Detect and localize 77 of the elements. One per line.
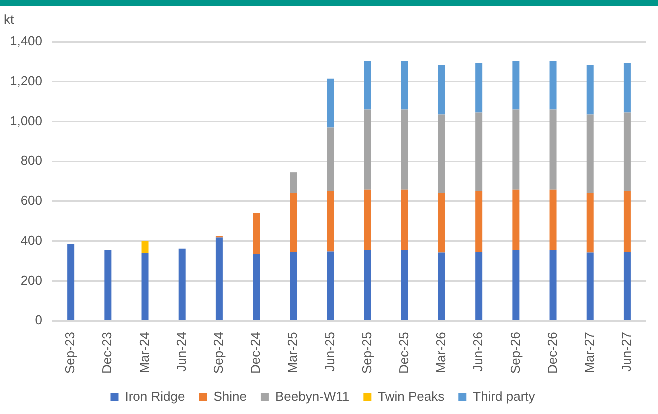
x-tick-label: Mar-26 [434,332,449,374]
bar [327,192,334,252]
bar [401,110,408,190]
x-tick-label: Mar-25 [285,332,300,374]
bar [550,110,557,190]
bar [512,190,520,250]
bar [624,252,631,320]
bar [253,254,260,320]
x-tick-label: Jun-27 [619,332,634,372]
y-tick-label: 200 [20,272,43,288]
bar [512,110,520,190]
x-tick-label: Sep-25 [359,332,374,374]
bar [550,190,557,250]
bar [142,241,149,254]
bar [216,238,223,320]
bar [401,60,408,110]
bar [624,64,631,113]
x-tick-label: Jun-25 [322,332,338,372]
x-tick-label: Jun-26 [470,332,486,372]
bar [512,60,520,110]
bar [364,250,372,320]
y-tick-label: 600 [20,193,43,208]
bar [586,114,594,194]
y-tick-label: 800 [20,153,43,168]
bar [327,128,334,192]
legend-label: Third party [473,389,536,404]
x-tick-label: Mar-27 [582,332,597,374]
bar [401,190,408,250]
bar [178,248,186,320]
bar [327,78,334,128]
legend-label: Iron Ridge [125,389,186,404]
bar [104,250,112,320]
bar [401,250,408,320]
bar [624,112,631,192]
bar [586,65,594,115]
x-tick-label: Mar-24 [136,332,152,374]
bar [142,253,149,320]
x-tick-label: Sep-26 [508,332,523,374]
x-tick-label: Sep-23 [62,332,78,374]
bar [364,190,372,250]
y-tick-label: 0 [35,312,43,328]
bar [290,252,298,320]
bar [438,194,446,253]
bar [253,213,260,254]
bar [512,250,520,320]
bar [624,192,631,252]
legend-label: Twin Peaks [378,389,446,404]
x-tick-label: Jun-24 [174,332,189,372]
y-tick-label: 400 [20,232,43,248]
bar [476,252,483,320]
bar [476,112,483,192]
bar [290,172,298,194]
x-tick-label: Dec-23 [100,332,115,374]
y-axis-title: kt [4,12,14,28]
y-tick-label: 1,400 [10,34,43,49]
x-tick-label: Dec-25 [396,332,412,374]
bar [550,250,557,320]
legend-label: Shine [214,389,247,404]
bar [586,194,594,253]
y-tick-label: 1,000 [10,113,43,128]
y-tick-label: 1,200 [10,73,43,88]
bar [438,114,446,194]
x-tick-label: Dec-26 [544,332,560,374]
bar [290,194,298,252]
x-tick-label: Sep-24 [211,332,226,374]
bar [68,244,75,320]
bar [438,252,446,320]
bar [438,65,446,115]
x-tick-label: Dec-24 [248,332,264,374]
bar [586,252,594,320]
bar [327,252,334,320]
bar [476,192,483,252]
bar [550,60,557,110]
bar [364,60,372,110]
bar [364,110,372,190]
bar [476,64,483,113]
legend-label: Beebyn-W11 [275,389,350,404]
